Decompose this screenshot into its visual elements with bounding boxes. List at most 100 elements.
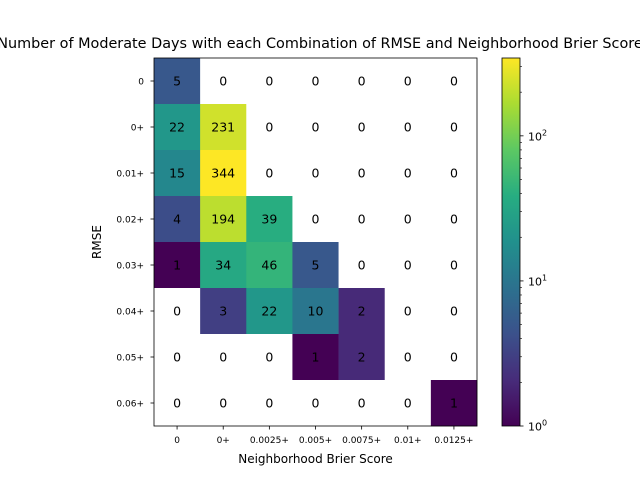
heatmap-cell bbox=[200, 380, 247, 427]
cell-value-label: 0 bbox=[219, 396, 227, 411]
cell-value-labels: 5 0 0 0 0 0 022 231 0 0 0 0 015 344 0 0 0 0 04 194 39 0 0 0 01 34… bbox=[169, 74, 458, 411]
cell-value-label: 0 bbox=[404, 258, 412, 273]
x-tick-label: 0.0075+ bbox=[342, 436, 381, 446]
heatmap-cell bbox=[246, 196, 293, 243]
heatmap-cell bbox=[338, 242, 386, 289]
cell-value-label: 5 bbox=[312, 258, 320, 273]
cell-value-label: 0 bbox=[358, 166, 366, 181]
heatmap-cell bbox=[292, 334, 339, 381]
heatmap-cell bbox=[200, 104, 247, 151]
heatmap-cell bbox=[384, 196, 432, 243]
x-tick-label: 0.005+ bbox=[299, 436, 332, 446]
cell-value-label: 1 bbox=[173, 258, 181, 273]
heatmap-cell bbox=[200, 196, 247, 243]
cell-value-label: 3 bbox=[219, 304, 227, 319]
cell-value-label: 2 bbox=[358, 304, 366, 319]
heatmap-cell bbox=[154, 334, 201, 381]
cell-value-label: 0 bbox=[450, 350, 458, 365]
heatmap-cell bbox=[154, 242, 201, 289]
cell-value-label: 0 bbox=[312, 74, 320, 89]
cell-value-label: 344 bbox=[211, 166, 235, 181]
heatmap-cell bbox=[200, 58, 247, 105]
heatmap-cell bbox=[338, 196, 386, 243]
heatmap-cell bbox=[200, 334, 247, 381]
cell-value-label: 0 bbox=[173, 396, 181, 411]
heatmap-cell bbox=[384, 104, 432, 151]
heatmap-cell bbox=[384, 242, 432, 289]
cell-value-label: 22 bbox=[261, 304, 277, 319]
heatmap-cell bbox=[338, 150, 386, 197]
heatmap-cell bbox=[384, 380, 432, 427]
x-axis-label: Neighborhood Brier Score bbox=[238, 452, 393, 466]
cell-value-label: 194 bbox=[211, 212, 235, 227]
colorbar bbox=[501, 57, 521, 427]
cell-value-label: 46 bbox=[261, 258, 277, 273]
heatmap-cell bbox=[200, 288, 247, 335]
heatmap-cell bbox=[154, 196, 201, 243]
x-tick-label: 0.0025+ bbox=[250, 436, 289, 446]
cell-value-label: 5 bbox=[173, 74, 181, 89]
heatmap-cell bbox=[246, 242, 293, 289]
heatmap-cell bbox=[200, 242, 247, 289]
heatmap-cell bbox=[292, 150, 339, 197]
cell-value-label: 0 bbox=[404, 74, 412, 89]
heatmap-cell bbox=[384, 150, 432, 197]
heatmap-cell bbox=[292, 288, 339, 335]
heatmap-cell bbox=[246, 58, 293, 105]
cell-value-label: 0 bbox=[404, 120, 412, 135]
cell-value-label: 0 bbox=[265, 350, 273, 365]
cell-value-label: 0 bbox=[404, 396, 412, 411]
heatmap-cell bbox=[154, 288, 201, 335]
heatmap-cell bbox=[292, 104, 339, 151]
cell-value-label: 0 bbox=[450, 212, 458, 227]
colorbar-tick-label: 102 bbox=[528, 128, 547, 143]
x-tick-label: 0 bbox=[174, 436, 180, 446]
cell-value-label: 1 bbox=[450, 396, 458, 411]
heatmap-cell bbox=[292, 58, 339, 105]
cell-value-label: 0 bbox=[450, 258, 458, 273]
heatmap-cell bbox=[246, 380, 293, 427]
heatmap-cell bbox=[430, 58, 478, 105]
heatmap-cell bbox=[246, 288, 293, 335]
cell-value-label: 0 bbox=[450, 166, 458, 181]
cell-value-label: 0 bbox=[450, 304, 458, 319]
heatmap-cell bbox=[430, 104, 478, 151]
heatmap-cell bbox=[338, 58, 386, 105]
cell-value-label: 0 bbox=[312, 120, 320, 135]
y-tick-label: 0.03+ bbox=[116, 262, 144, 272]
y-tick-label: 0.06+ bbox=[116, 400, 144, 410]
heatmap-cells bbox=[154, 58, 478, 427]
cell-value-label: 22 bbox=[169, 120, 185, 135]
heatmap-cell bbox=[384, 288, 432, 335]
cell-value-label: 0 bbox=[358, 74, 366, 89]
cell-value-label: 0 bbox=[404, 166, 412, 181]
cell-value-label: 0 bbox=[404, 350, 412, 365]
cell-value-label: 0 bbox=[265, 74, 273, 89]
cell-value-label: 0 bbox=[265, 166, 273, 181]
y-tick-label: 0.04+ bbox=[116, 308, 144, 318]
heatmap-cell bbox=[154, 380, 201, 427]
heatmap-cell bbox=[292, 242, 339, 289]
heatmap-cell bbox=[430, 334, 478, 381]
heatmap-cell bbox=[430, 150, 478, 197]
heatmap-cell bbox=[430, 380, 478, 427]
cell-value-label: 0 bbox=[312, 396, 320, 411]
cell-value-label: 4 bbox=[173, 212, 181, 227]
cell-value-label: 39 bbox=[261, 212, 277, 227]
y-tick-label: 0.01+ bbox=[116, 170, 144, 180]
x-tick-label: 0.01+ bbox=[394, 436, 422, 446]
cell-value-label: 0 bbox=[173, 350, 181, 365]
cell-value-label: 2 bbox=[358, 350, 366, 365]
cell-value-label: 0 bbox=[312, 212, 320, 227]
heatmap-cell bbox=[430, 242, 478, 289]
y-tick-label: 0 bbox=[138, 78, 144, 88]
cell-value-label: 0 bbox=[219, 350, 227, 365]
y-axis-label: RMSE bbox=[90, 225, 104, 259]
y-tick-label: 0+ bbox=[131, 124, 144, 134]
cell-value-label: 0 bbox=[358, 396, 366, 411]
heatmap-cell bbox=[246, 334, 293, 381]
heatmap-cell bbox=[292, 380, 339, 427]
heatmap-cell bbox=[246, 104, 293, 151]
cell-value-label: 0 bbox=[312, 166, 320, 181]
